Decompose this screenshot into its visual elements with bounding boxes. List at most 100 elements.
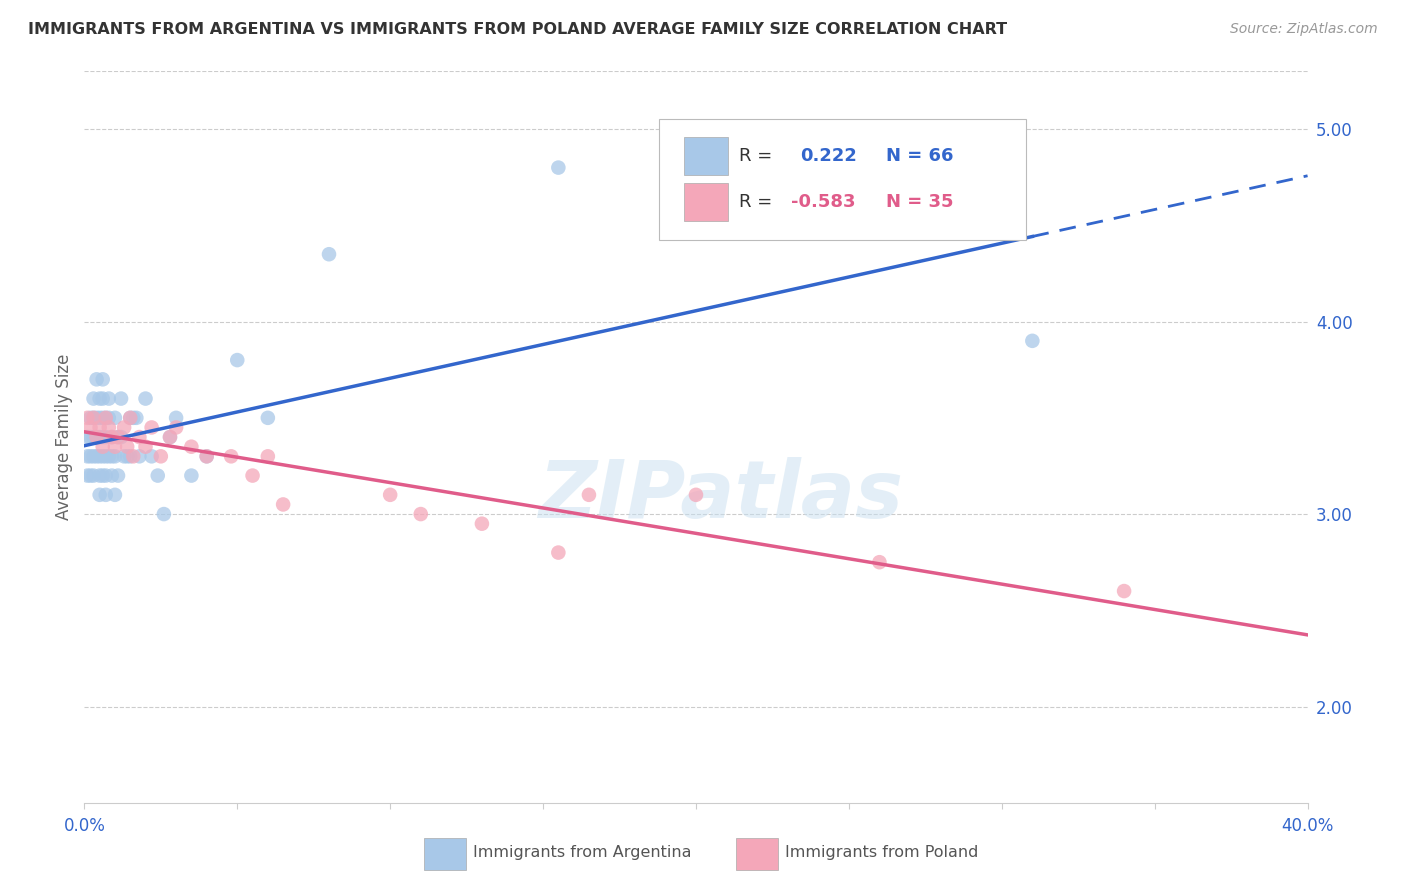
Point — [141, 450, 163, 464]
Point — [104, 450, 127, 464]
Point — [83, 392, 105, 406]
Point — [318, 247, 340, 261]
Point — [79, 450, 101, 464]
Text: R =: R = — [738, 193, 772, 211]
FancyBboxPatch shape — [683, 183, 728, 220]
Point — [112, 450, 135, 464]
Point — [685, 488, 707, 502]
Point — [380, 488, 402, 502]
Point — [409, 507, 432, 521]
Point — [869, 555, 891, 569]
Point — [83, 430, 105, 444]
Point — [257, 450, 280, 464]
Point — [79, 420, 101, 434]
Point — [226, 353, 249, 368]
Point — [83, 410, 105, 425]
Point — [101, 430, 124, 444]
Text: 0.222: 0.222 — [800, 147, 856, 165]
Point — [86, 450, 108, 464]
Point — [91, 430, 114, 444]
Point — [76, 430, 98, 444]
Point — [165, 410, 187, 425]
Text: Immigrants from Poland: Immigrants from Poland — [786, 845, 979, 860]
Point — [120, 450, 142, 464]
Point — [89, 450, 111, 464]
Point — [86, 410, 108, 425]
Point — [180, 440, 202, 454]
Point — [104, 440, 127, 454]
Text: R =: R = — [738, 147, 772, 165]
Point — [1021, 334, 1043, 348]
Point — [101, 430, 124, 444]
Point — [120, 410, 142, 425]
Point — [89, 468, 111, 483]
Point — [135, 440, 157, 454]
Point — [128, 450, 150, 464]
Point — [94, 488, 117, 502]
Text: ZIPatlas: ZIPatlas — [538, 457, 903, 534]
Point — [89, 420, 111, 434]
Point — [257, 410, 280, 425]
Point — [94, 468, 117, 483]
Point — [122, 450, 145, 464]
Point — [91, 468, 114, 483]
Point — [104, 488, 127, 502]
Point — [107, 430, 129, 444]
Text: Immigrants from Argentina: Immigrants from Argentina — [474, 845, 692, 860]
Point — [141, 420, 163, 434]
Point — [128, 430, 150, 444]
Point — [219, 450, 242, 464]
Point — [83, 450, 105, 464]
Point — [97, 420, 120, 434]
Point — [146, 468, 169, 483]
Point — [91, 450, 114, 464]
Point — [86, 430, 108, 444]
FancyBboxPatch shape — [683, 137, 728, 175]
Point — [97, 450, 120, 464]
Point — [578, 488, 600, 502]
FancyBboxPatch shape — [425, 838, 465, 870]
Point — [79, 430, 101, 444]
Point — [104, 410, 127, 425]
Point — [159, 430, 181, 444]
Point — [195, 450, 218, 464]
Point — [91, 440, 114, 454]
Point — [91, 392, 114, 406]
Point — [101, 468, 124, 483]
Point — [120, 410, 142, 425]
Point — [89, 410, 111, 425]
Point — [107, 430, 129, 444]
Point — [547, 161, 569, 175]
Point — [79, 468, 101, 483]
Point — [89, 392, 111, 406]
Text: Source: ZipAtlas.com: Source: ZipAtlas.com — [1230, 22, 1378, 37]
Point — [76, 410, 98, 425]
Point — [149, 450, 172, 464]
Point — [135, 392, 157, 406]
Point — [1114, 584, 1136, 599]
Point — [89, 430, 111, 444]
Point — [242, 468, 264, 483]
Point — [76, 450, 98, 464]
Point — [97, 410, 120, 425]
Text: N = 66: N = 66 — [886, 147, 953, 165]
Point — [195, 450, 218, 464]
Point — [94, 450, 117, 464]
Point — [153, 507, 176, 521]
Point — [110, 430, 132, 444]
Point — [115, 450, 138, 464]
Point — [122, 410, 145, 425]
Point — [89, 488, 111, 502]
Point — [91, 372, 114, 386]
Point — [107, 468, 129, 483]
Point — [115, 440, 138, 454]
Text: -0.583: -0.583 — [792, 193, 856, 211]
Point — [76, 468, 98, 483]
Point — [83, 410, 105, 425]
Point — [83, 468, 105, 483]
Point — [86, 430, 108, 444]
Point — [94, 410, 117, 425]
Point — [79, 410, 101, 425]
Point — [94, 430, 117, 444]
Y-axis label: Average Family Size: Average Family Size — [55, 354, 73, 520]
